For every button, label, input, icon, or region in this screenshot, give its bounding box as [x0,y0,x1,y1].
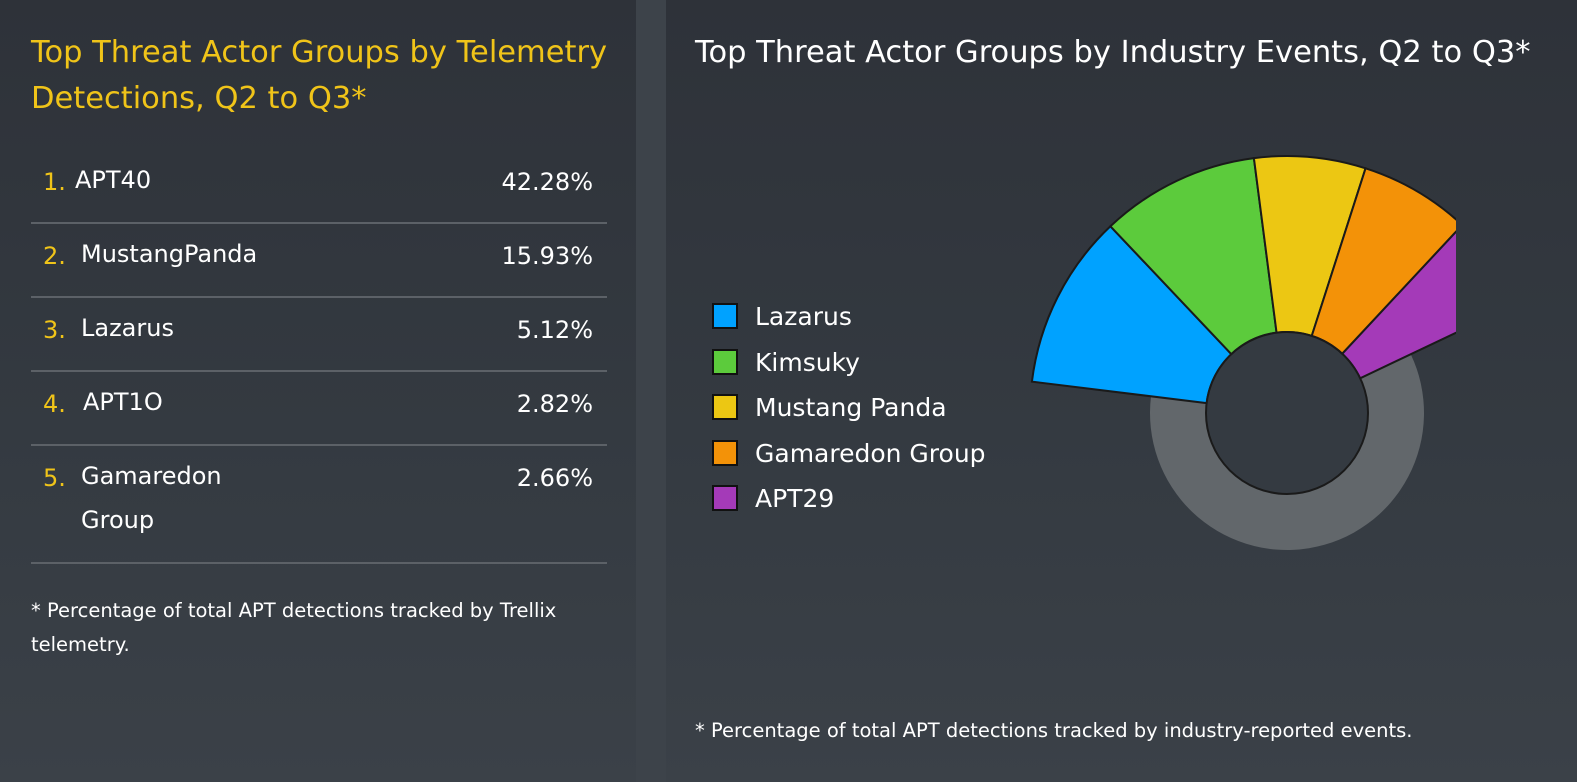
telemetry-panel: Top Threat Actor Groups by Telemetry Det… [0,0,636,782]
rank-value: 42.28% [501,168,593,196]
rank-value: 2.66% [516,464,593,492]
donut-hole [1205,331,1369,495]
rank-number: 2. [43,242,66,270]
rank-value: 15.93% [501,242,593,270]
legend-swatch [712,439,738,466]
slice-remainder [1150,354,1424,550]
rank-row: 5. Gamaredon Group 2.66% [31,444,607,564]
rank-row: 3. Lazarus 5.12% [31,296,607,372]
telemetry-footnote: * Percentage of total APT detections tra… [31,599,557,656]
legend-label: Gamaredon Group [755,438,986,468]
legend-swatch [712,348,738,375]
rank-name: MustangPanda [81,240,258,268]
legend-swatch [712,303,738,329]
legend-label: APT29 [755,484,835,513]
donut-chart [1030,155,1456,550]
panel-gap [636,0,666,782]
industry-title: Top Threat Actor Groups by Industry Even… [695,35,1531,70]
rank-name: Gamaredon Group [81,462,222,534]
rank-number: 1. [43,168,66,196]
rank-number: 5. [43,464,66,492]
industry-panel: Top Threat Actor Groups by Industry Even… [666,0,1577,782]
rank-name: APT1O [83,388,163,416]
legend-label: Kimsuky [755,347,860,377]
rank-number: 3. [43,316,66,344]
rank-number: 4. [43,390,66,418]
legend-label: Mustang Panda [755,393,947,422]
rank-name: APT40 [75,166,152,194]
rank-row: 2. MustangPanda 15.93% [31,222,607,298]
legend-label: Lazarus [755,302,852,331]
telemetry-title: Top Threat Actor Groups by Telemetry Det… [31,35,608,116]
rank-value: 2.82% [516,390,593,418]
rank-value: 5.12% [516,316,593,344]
legend-swatch [712,394,738,420]
legend-swatch [712,485,738,511]
rank-name: Lazarus [81,314,174,342]
rank-row: 4. APT1O 2.82% [31,370,607,446]
industry-footnote: * Percentage of total APT detections tra… [695,719,1413,742]
rank-row: 1. APT40 42.28% [31,148,607,224]
